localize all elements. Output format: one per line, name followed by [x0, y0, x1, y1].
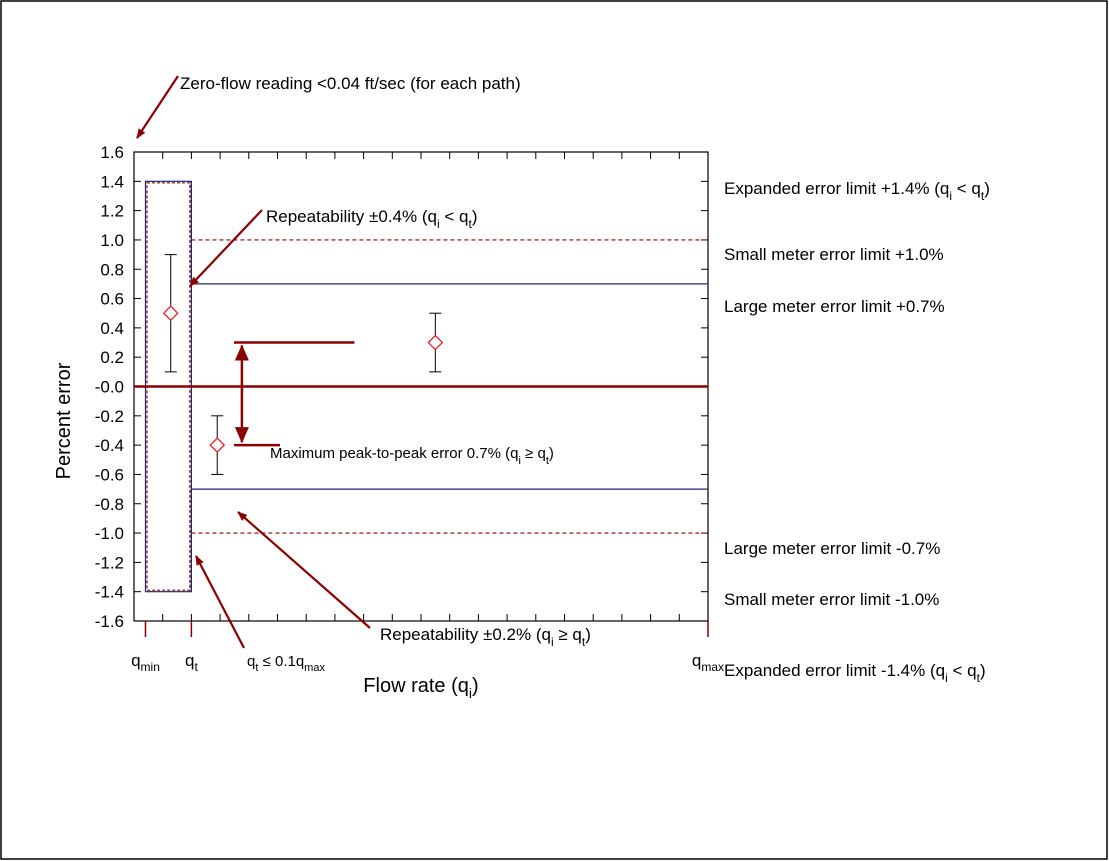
y-tick-label: -1.2 [95, 553, 124, 572]
x-tick-label: qmin [131, 651, 160, 674]
arrow-repeatability-low [237, 511, 371, 629]
label-large-plus: Large meter error limit +0.7% [724, 297, 945, 316]
y-tick-label: 0.6 [100, 290, 124, 309]
label-expanded-plus: Expanded error limit +1.4% (qi < qt) [724, 179, 990, 203]
y-tick-label: -1.4 [95, 583, 124, 602]
y-tick-label: 1.0 [100, 231, 124, 250]
data-point [427, 334, 444, 351]
label-small-plus: Small meter error limit +1.0% [724, 245, 944, 264]
arrow-zero-flow [136, 75, 179, 139]
y-tick-label: 0.4 [100, 319, 124, 338]
y-tick-label: -0.8 [95, 495, 124, 514]
y-tick-label: -1.6 [95, 612, 124, 631]
y-tick-label: -1.0 [95, 524, 124, 543]
y-tick-label: -0.0 [95, 378, 124, 397]
y-axis: 1.6 1.4 1.2 1.0 0.8 0.6 0.4 0.2 -0.0 -0.2 -0.4 -0.6… [95, 143, 708, 631]
y-tick-label: 1.4 [100, 172, 124, 191]
label-large-minus: Large meter error limit -0.7% [724, 539, 940, 558]
y-tick-label: 0.2 [100, 348, 124, 367]
data-points [162, 254, 444, 475]
large-meter-limit-plus [190, 181, 708, 285]
annotation-arrows [136, 75, 371, 649]
peak-to-peak-arrow-up [234, 344, 249, 361]
annotation-texts: Zero-flow reading <0.04 ft/sec (for each… [180, 74, 990, 685]
label-expanded-minus: Expanded error limit -1.4% (qi < qt) [724, 661, 986, 685]
y-tick-label: 0.8 [100, 260, 124, 279]
annotation-qt-rule: qt ≤ 0.1qmax [247, 653, 325, 674]
label-small-minus: Small meter error limit -1.0% [724, 590, 939, 609]
annotation-zero-flow: Zero-flow reading <0.04 ft/sec (for each… [180, 74, 521, 93]
annotation-repeatability-high: Repeatability ±0.4% (qi < qt) [266, 207, 477, 231]
x-tick-label: qmax [692, 651, 724, 674]
x-axis: qmin qt qmax [131, 152, 724, 674]
data-point [209, 437, 226, 454]
y-tick-label: 1.6 [100, 143, 124, 162]
y-tick-label: -0.6 [95, 465, 124, 484]
peak-to-peak-arrow-down [234, 427, 249, 444]
y-tick-label: -0.4 [95, 436, 124, 455]
y-tick-label: 1.2 [100, 202, 124, 221]
limit-lines [134, 180, 708, 593]
annotation-repeatability-low: Repeatability ±0.2% (qi ≥ qt) [380, 625, 591, 649]
y-axis-label: Percent error [53, 362, 75, 479]
x-tick-label: qt [185, 651, 198, 674]
y-tick-label: -0.2 [95, 407, 124, 426]
arrow-qt-rule [195, 555, 245, 649]
annotation-peak-to-peak: Maximum peak-to-peak error 0.7% (qi ≥ qt… [270, 445, 554, 467]
arrow-repeatability-high [189, 209, 263, 287]
x-axis-label: Flow rate (qi) [363, 675, 478, 701]
large-meter-limit-minus [190, 488, 708, 592]
data-point [162, 305, 179, 322]
